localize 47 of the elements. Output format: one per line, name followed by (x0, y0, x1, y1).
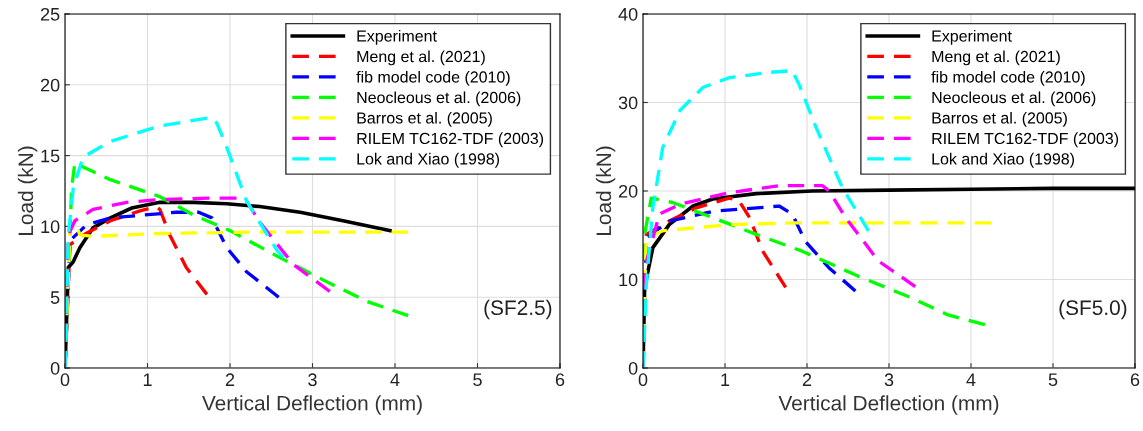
legend-label: Lok and Xiao (1998) (932, 152, 1075, 168)
annotation: (SF5.0) (1059, 299, 1127, 320)
x-tick-label: 6 (555, 373, 565, 387)
y-axis-title: Load (kN) (17, 146, 38, 236)
y-tick-label: 20 (618, 184, 638, 198)
x-tick-label: 1 (143, 373, 152, 386)
legend-label: Meng et al. (2021) (357, 50, 485, 66)
line-series (65, 115, 286, 368)
x-tick-label: 0 (60, 373, 70, 387)
y-tick-label: 20 (40, 78, 60, 92)
y-tick-label: 15 (41, 149, 60, 163)
x-tick-label: 1 (721, 373, 730, 386)
y-axis-title: Load (kN) (595, 146, 616, 236)
x-axis-title: Vertical Deflection (mm) (202, 395, 422, 415)
y-tick-label: 10 (619, 273, 638, 287)
legend-label: Barros et al. (2005) (357, 111, 492, 127)
legend-label: Experiment (932, 29, 1012, 45)
x-axis-title: Vertical Deflection (mm) (778, 395, 999, 415)
legend-label: Lok and Xiao (1998) (357, 152, 500, 168)
line-series (643, 68, 871, 368)
legend-label: Meng et al. (2021) (932, 50, 1060, 66)
x-tick-label: 2 (802, 373, 812, 386)
legend-label: RILEM TC162-TDF (2003) (357, 132, 544, 148)
y-tick-label: 5 (50, 291, 60, 304)
x-tick-label: 6 (1130, 373, 1140, 387)
x-tick-label: 5 (1048, 373, 1058, 387)
x-tick-label: 3 (308, 373, 317, 387)
legend-label: RILEM TC162-TDF (2003) (932, 132, 1119, 148)
y-tick-label: 40 (618, 7, 638, 21)
x-tick-label: 0 (638, 373, 648, 387)
annotation: (SF2.5) (484, 299, 552, 320)
legend-label: Experiment (357, 29, 437, 45)
legend-label: fib model code (2010) (931, 70, 1085, 86)
y-tick-label: 25 (40, 7, 60, 21)
y-tick-label: 10 (41, 220, 60, 234)
x-tick-label: 4 (390, 373, 400, 386)
x-tick-label: 2 (225, 373, 235, 386)
x-tick-label: 5 (473, 373, 482, 387)
y-tick-label: 0 (628, 361, 638, 375)
legend-label: Barros et al. (2005) (932, 111, 1067, 127)
y-tick-label: 30 (618, 96, 638, 110)
y-tick-label: 0 (50, 361, 60, 375)
x-tick-label: 4 (966, 373, 976, 386)
legend-label: Neocleous et al. (2006) (932, 91, 1096, 107)
legend-label: Neocleous et al. (2006) (357, 91, 521, 107)
x-tick-label: 3 (884, 373, 894, 387)
legend-label: fib model code (2010) (356, 70, 510, 86)
